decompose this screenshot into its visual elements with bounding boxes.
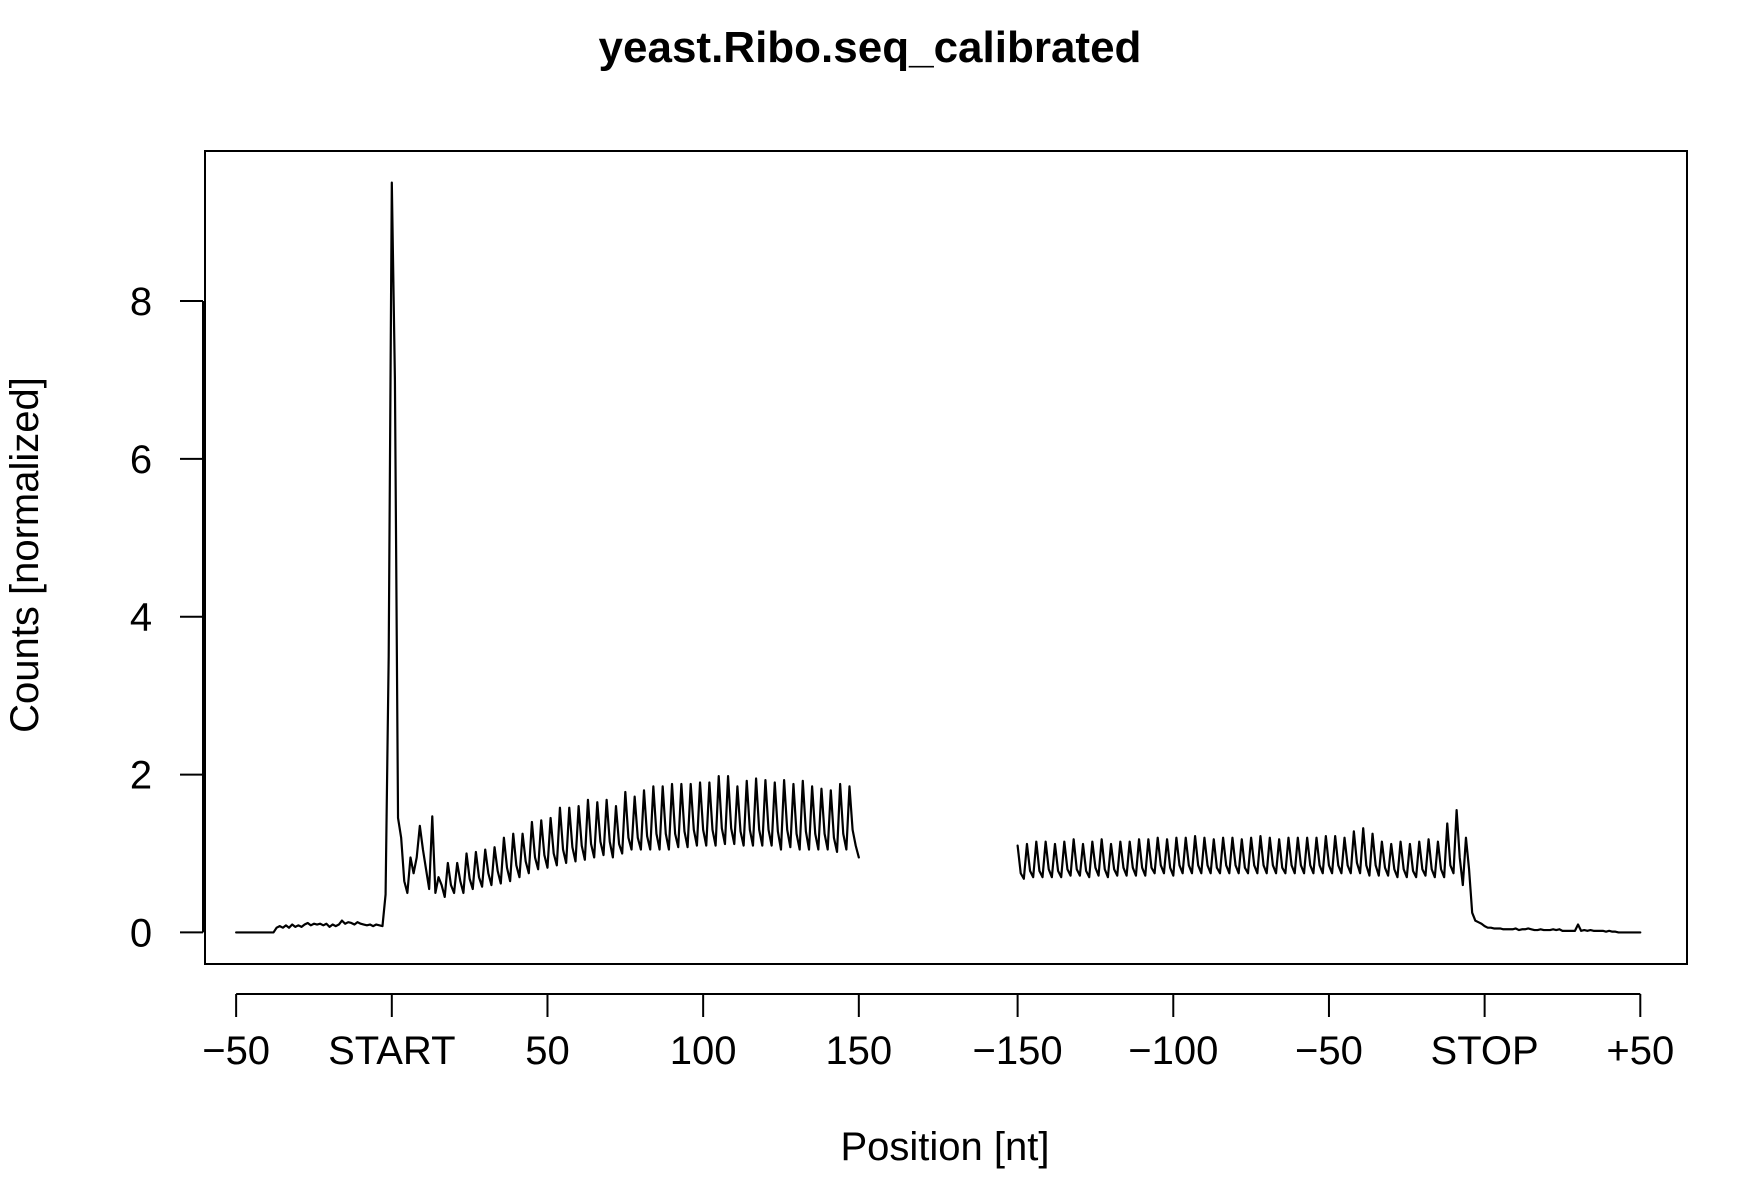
x-tick-label: −50 [202, 1029, 270, 1073]
x-tick-label: 100 [670, 1029, 737, 1073]
chart-title: yeast.Ribo.seq_calibrated [599, 23, 1142, 72]
x-tick-label: STOP [1431, 1029, 1539, 1073]
x-tick-label: −50 [1295, 1029, 1363, 1073]
x-tick-label: 150 [825, 1029, 892, 1073]
x-tick-label: +50 [1606, 1029, 1674, 1073]
x-tick-label: −150 [973, 1029, 1063, 1073]
y-axis-label: Counts [normalized] [3, 377, 47, 733]
y-tick-label: 6 [130, 438, 152, 482]
y-tick-label: 0 [130, 911, 152, 955]
plot-frame [204, 150, 1688, 965]
x-axis-label: Position [nt] [840, 1125, 1049, 1169]
x-tick-label: −100 [1128, 1029, 1218, 1073]
y-axis: 0 2 4 6 8 [130, 280, 204, 955]
y-tick-label: 2 [130, 754, 152, 798]
x-tick-label: 50 [525, 1029, 570, 1073]
data-series [235, 181, 1642, 934]
x-axis: −50 START 50 100 150 −150 −100 −50 STOP +50 [202, 993, 1674, 1073]
y-tick-label: 8 [130, 280, 152, 324]
y-tick-label: 4 [130, 596, 152, 640]
x-tick-label: START [328, 1029, 455, 1073]
series-line-start-region [235, 181, 860, 934]
series-line-stop-region [1016, 808, 1642, 934]
